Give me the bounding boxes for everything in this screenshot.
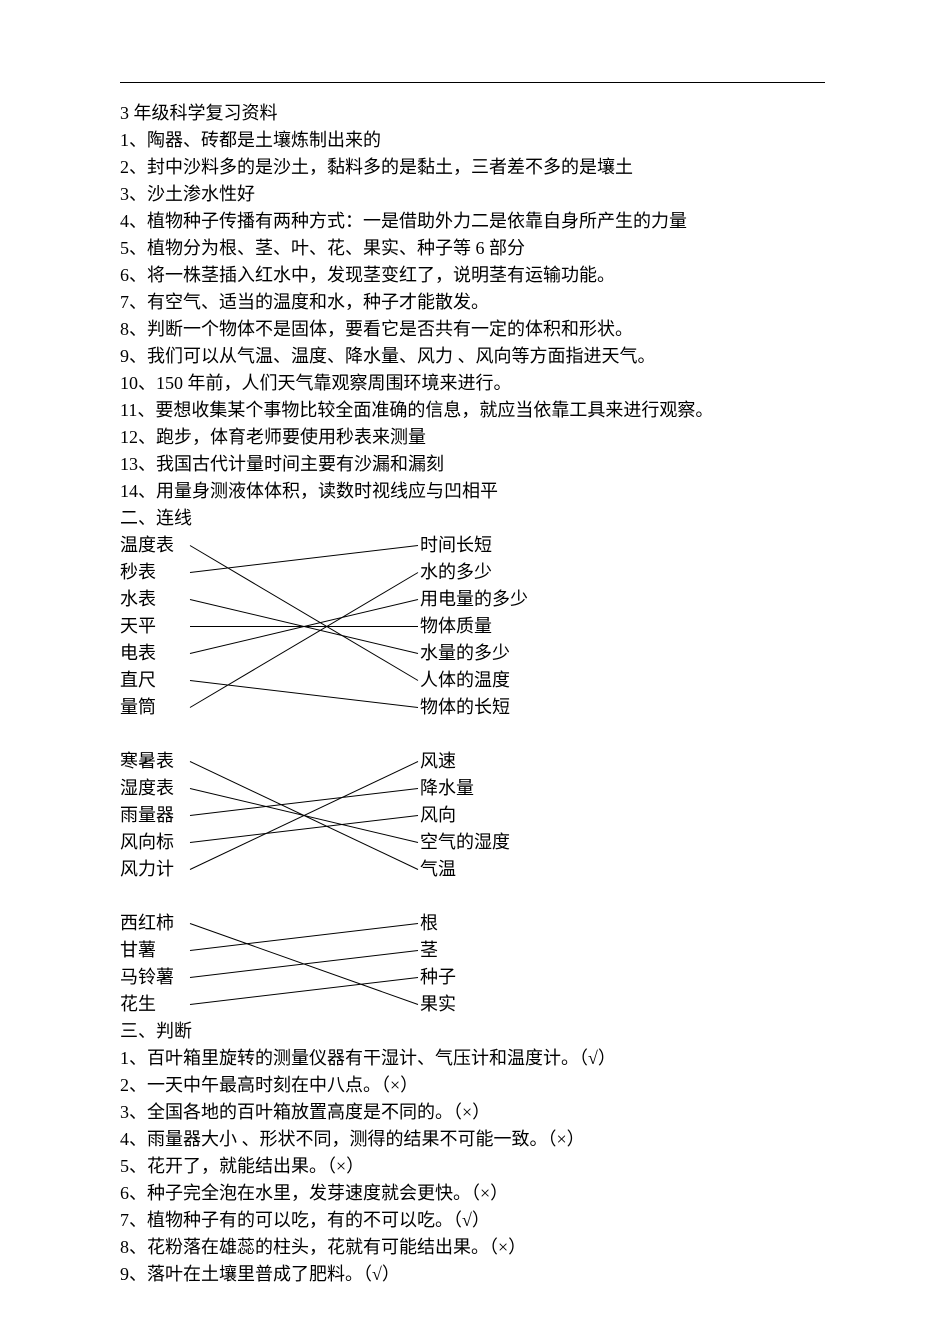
judge-block: 1、百叶箱里旋转的测量仪器有干湿计、气压计和温度计。（√）2、一天中午最高时刻在… xyxy=(120,1045,825,1288)
match-left-item: 湿度表 xyxy=(120,775,420,802)
match-left-item: 天平 xyxy=(120,613,420,640)
judge-line: 1、百叶箱里旋转的测量仪器有干湿计、气压计和温度计。（√） xyxy=(120,1045,825,1072)
match-row: 风向标空气的湿度 xyxy=(120,829,825,856)
match-row: 雨量器风向 xyxy=(120,802,825,829)
match-right-item: 果实 xyxy=(420,991,456,1018)
match-row: 风力计气温 xyxy=(120,856,825,883)
match-row: 寒暑表风速 xyxy=(120,748,825,775)
match-left-item: 甘薯 xyxy=(120,937,420,964)
judge-line: 6、种子完全泡在水里，发芽速度就会更快。（×） xyxy=(120,1180,825,1207)
judge-line: 7、植物种子有的可以吃，有的不可以吃。（√） xyxy=(120,1207,825,1234)
match-left-item: 秒表 xyxy=(120,559,420,586)
match-right-item: 降水量 xyxy=(420,775,474,802)
fill-line: 7、有空气、适当的温度和水，种子才能散发。 xyxy=(120,289,825,316)
section2-title: 二、连线 xyxy=(120,505,825,532)
match-right-item: 物体质量 xyxy=(420,613,492,640)
match-right-item: 种子 xyxy=(420,964,456,991)
fill-line: 14、用量身测液体体积，读数时视线应与凹相平 xyxy=(120,478,825,505)
judge-line: 9、落叶在土壤里普成了肥料。（√） xyxy=(120,1261,825,1288)
match-left-item: 温度表 xyxy=(120,532,420,559)
match-row: 直尺人体的温度 xyxy=(120,667,825,694)
match-row: 电表水量的多少 xyxy=(120,640,825,667)
match-left-item: 马铃薯 xyxy=(120,964,420,991)
match-left-item: 水表 xyxy=(120,586,420,613)
match-right-item: 根 xyxy=(420,910,438,937)
section2-heading: 二、连线 xyxy=(120,505,825,532)
match-row: 西红柿根 xyxy=(120,910,825,937)
fill-line: 13、我国古代计量时间主要有沙漏和漏刻 xyxy=(120,451,825,478)
page: 3 年级科学复习资料 1、陶器、砖都是土壤炼制出来的2、封中沙料多的是沙土，黏料… xyxy=(0,0,945,1337)
section3-title: 三、判断 xyxy=(120,1018,825,1045)
fill-line: 4、植物种子传播有两种方式：一是借助外力二是依靠自身所产生的力量 xyxy=(120,208,825,235)
match-right-item: 风速 xyxy=(420,748,456,775)
spacer-2 xyxy=(120,883,825,910)
match-row: 量筒物体的长短 xyxy=(120,694,825,721)
match-left-item: 西红柿 xyxy=(120,910,420,937)
title: 3 年级科学复习资料 xyxy=(120,100,825,127)
match-left-item: 雨量器 xyxy=(120,802,420,829)
match-row: 马铃薯种子 xyxy=(120,964,825,991)
match-row: 秒表水的多少 xyxy=(120,559,825,586)
judge-line: 2、一天中午最高时刻在中八点。（×） xyxy=(120,1072,825,1099)
match-right-item: 水的多少 xyxy=(420,559,492,586)
match-right-item: 茎 xyxy=(420,937,438,964)
fill-block: 1、陶器、砖都是土壤炼制出来的2、封中沙料多的是沙土，黏料多的是黏土，三者差不多… xyxy=(120,127,825,505)
match-left-item: 风力计 xyxy=(120,856,420,883)
match-right-item: 风向 xyxy=(420,802,456,829)
match-right-item: 人体的温度 xyxy=(420,667,510,694)
match-row: 温度表时间长短 xyxy=(120,532,825,559)
match-right-item: 用电量的多少 xyxy=(420,586,528,613)
judge-line: 4、雨量器大小 、形状不同，测得的结果不可能一致。（×） xyxy=(120,1126,825,1153)
section3-heading: 三、判断 xyxy=(120,1018,825,1045)
fill-line: 2、封中沙料多的是沙土，黏料多的是黏土，三者差不多的是壤土 xyxy=(120,154,825,181)
match-left-item: 直尺 xyxy=(120,667,420,694)
fill-line: 1、陶器、砖都是土壤炼制出来的 xyxy=(120,127,825,154)
fill-line: 5、植物分为根、茎、叶、花、果实、种子等 6 部分 xyxy=(120,235,825,262)
fill-line: 6、将一株茎插入红水中，发现茎变红了，说明茎有运输功能。 xyxy=(120,262,825,289)
match-left-item: 寒暑表 xyxy=(120,748,420,775)
match-left-item: 花生 xyxy=(120,991,420,1018)
match-right-item: 气温 xyxy=(420,856,456,883)
fill-line: 9、我们可以从气温、温度、降水量、风力 、风向等方面指进天气。 xyxy=(120,343,825,370)
spacer-1 xyxy=(120,721,825,748)
match-right-item: 物体的长短 xyxy=(420,694,510,721)
fill-line: 11、要想收集某个事物比较全面准确的信息，就应当依靠工具来进行观察。 xyxy=(120,397,825,424)
match-block-2: 寒暑表风速湿度表降水量雨量器风向风向标空气的湿度风力计气温 xyxy=(120,748,825,883)
judge-line: 8、花粉落在雄蕊的柱头，花就有可能结出果。（×） xyxy=(120,1234,825,1261)
match-right-item: 空气的湿度 xyxy=(420,829,510,856)
judge-line: 5、花开了，就能结出果。（×） xyxy=(120,1153,825,1180)
match-left-item: 电表 xyxy=(120,640,420,667)
match-block-1: 温度表时间长短秒表水的多少水表用电量的多少天平物体质量电表水量的多少直尺人体的温… xyxy=(120,532,825,721)
match-right-item: 水量的多少 xyxy=(420,640,510,667)
fill-line: 12、跑步，体育老师要使用秒表来测量 xyxy=(120,424,825,451)
top-rule xyxy=(120,82,825,83)
title-line: 3 年级科学复习资料 xyxy=(120,100,825,127)
fill-line: 8、判断一个物体不是固体，要看它是否共有一定的体积和形状。 xyxy=(120,316,825,343)
match-left-item: 量筒 xyxy=(120,694,420,721)
match-row: 湿度表降水量 xyxy=(120,775,825,802)
match-right-item: 时间长短 xyxy=(420,532,492,559)
match-row: 花生果实 xyxy=(120,991,825,1018)
match-row: 天平物体质量 xyxy=(120,613,825,640)
fill-line: 10、150 年前，人们天气靠观察周围环境来进行。 xyxy=(120,370,825,397)
match-row: 水表用电量的多少 xyxy=(120,586,825,613)
judge-line: 3、全国各地的百叶箱放置高度是不同的。（×） xyxy=(120,1099,825,1126)
fill-line: 3、沙土渗水性好 xyxy=(120,181,825,208)
match-block-3: 西红柿根甘薯茎马铃薯种子花生果实 xyxy=(120,910,825,1018)
match-row: 甘薯茎 xyxy=(120,937,825,964)
match-left-item: 风向标 xyxy=(120,829,420,856)
